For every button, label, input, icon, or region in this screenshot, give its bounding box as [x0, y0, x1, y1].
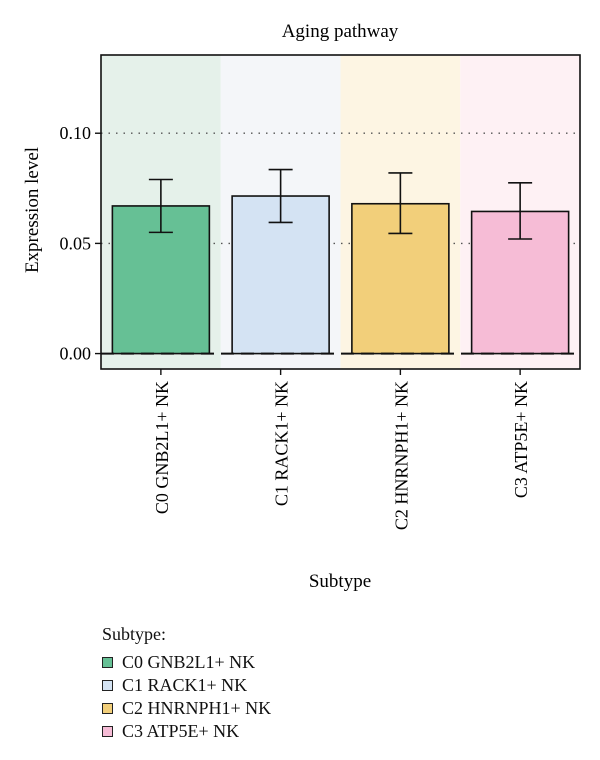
y-tick-label: 0.05 [60, 233, 92, 253]
chart-title: Aging pathway [282, 21, 399, 42]
x-tick-label: C2 HNRNPH1+ NK [391, 381, 411, 530]
legend: Subtype: C0 GNB2L1+ NK C1 RACK1+ NK C2 H… [102, 624, 271, 743]
legend-swatch [102, 680, 113, 691]
legend-title: Subtype: [102, 624, 167, 644]
x-axis-ticks: C0 GNB2L1+ NK C1 RACK1+ NK C2 HNRNPH1+ NK C… [152, 369, 531, 530]
x-tick-label: C1 RACK1+ NK [272, 381, 292, 506]
legend-label: C1 RACK1+ NK [122, 675, 248, 695]
bar-chart: 0.00 0.05 0.10 C0 GNB2L1+ NK C1 RACK1+ NK C2… [22, 21, 581, 592]
y-axis-label: Expression level [22, 147, 43, 273]
legend-item: C3 ATP5E+ NK [102, 720, 271, 743]
legend-label: C3 ATP5E+ NK [122, 721, 240, 741]
legend-item: C2 HNRNPH1+ NK [102, 697, 271, 720]
legend-swatch [102, 726, 113, 737]
x-tick-label: C3 ATP5E+ NK [511, 381, 531, 498]
error-bars [148, 168, 533, 240]
legend-item: C0 GNB2L1+ NK [102, 651, 271, 674]
y-axis-ticks: 0.00 0.05 0.10 [60, 123, 101, 364]
legend-swatch [102, 703, 113, 714]
x-tick-label: C0 GNB2L1+ NK [152, 381, 172, 514]
legend-item: C1 RACK1+ NK [102, 674, 271, 697]
legend-label: C2 HNRNPH1+ NK [122, 698, 272, 718]
legend-label: C0 GNB2L1+ NK [122, 652, 256, 672]
x-axis-label: Subtype [309, 571, 371, 592]
y-tick-label: 0.00 [60, 344, 92, 364]
plot-frame [100, 54, 581, 370]
y-tick-label: 0.10 [60, 123, 92, 143]
legend-swatch [102, 657, 113, 668]
